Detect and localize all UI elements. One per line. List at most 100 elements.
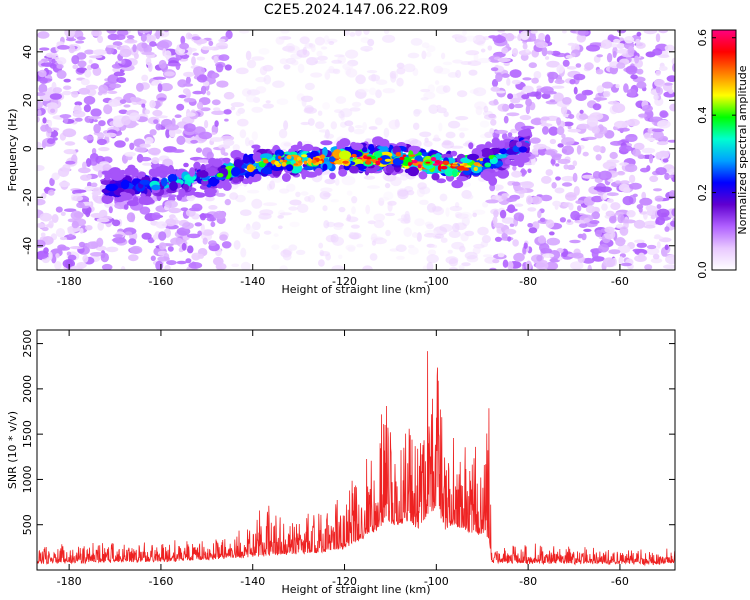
noise-blob [643,132,652,140]
noise-blob [159,83,173,92]
noise-blob [521,181,534,189]
ridge-blob [450,150,458,157]
noise-blob [579,109,584,114]
noise-blob [527,168,532,174]
noise-blob [618,183,630,192]
ridge-blob [247,176,253,185]
noise-blob [576,145,582,155]
noise-blob [584,62,594,71]
noise-blob [413,109,422,115]
ridge-blob [224,158,230,164]
noise-blob [583,217,591,223]
ridge-blob [243,156,250,164]
noise-blob [218,38,226,43]
noise-blob [152,234,157,241]
noise-blob [363,175,376,180]
noise-blob [407,52,420,59]
noise-blob [80,174,92,181]
noise-blob [280,30,290,34]
noise-blob [118,109,128,115]
noise-blob [277,215,285,219]
noise-blob [669,103,675,112]
spectrogram-y-tick-label: 20 [21,93,34,107]
noise-blob [324,178,336,185]
noise-blob [304,196,311,202]
noise-blob [656,241,661,249]
ridge-blob [170,168,177,176]
ridge-blob [232,176,240,184]
noise-blob [251,106,263,113]
noise-blob [613,38,621,44]
noise-blob [530,118,544,126]
noise-blob [533,71,542,79]
ridge-core [286,154,292,160]
noise-blob [130,97,142,103]
noise-blob [106,30,117,34]
spectrogram-x-tick-label: -60 [611,275,629,288]
ridge-blob [480,147,494,158]
noise-blob [483,105,489,113]
noise-blob [373,237,387,245]
noise-blob [554,79,565,85]
noise-blob [243,226,256,235]
noise-blob [348,125,355,133]
ridge-core [384,158,392,162]
noise-blob [98,147,110,152]
noise-blob [491,79,499,88]
noise-blob [656,141,669,146]
noise-blob [120,266,126,270]
noise-blob [84,49,95,55]
noise-blob [640,167,650,173]
noise-blob [635,38,641,45]
noise-blob [595,229,602,237]
noise-blob [208,240,217,247]
noise-blob [133,52,139,60]
noise-blob [540,123,553,127]
noise-blob [84,185,94,192]
noise-blob [473,87,487,97]
ridge-blob [320,140,333,146]
noise-blob [581,89,594,96]
noise-blob [283,120,289,131]
noise-blob [192,52,199,56]
noise-blob [664,44,675,52]
ridge-blob [504,158,512,165]
noise-blob [544,261,559,270]
noise-blob [211,99,221,106]
noise-blob [461,262,471,267]
noise-blob [646,244,657,250]
noise-blob [245,94,257,103]
noise-blob [47,138,55,145]
noise-blob [155,123,162,131]
noise-blob [182,88,191,95]
noise-blob [353,128,365,135]
noise-blob [501,73,510,78]
noise-blob [38,69,47,78]
noise-blob [504,228,517,235]
noise-blob [324,70,330,81]
noise-blob [76,67,88,73]
ridge-blob [240,164,247,169]
noise-blob [90,212,105,219]
noise-blob [591,211,600,220]
noise-blob [303,107,317,114]
noise-blob [658,54,670,58]
spectrogram-x-tick-label: -120 [332,275,357,288]
noise-blob [185,32,192,40]
noise-blob [89,55,103,59]
ridge-blob [311,146,320,151]
noise-blob [263,202,278,207]
noise-blob [610,140,624,146]
noise-blob [369,253,378,261]
noise-blob [636,31,642,37]
noise-blob [275,36,285,45]
noise-blob [57,45,70,50]
noise-blob [255,86,267,94]
ridge-blob [452,169,458,178]
ridge-blob [140,193,146,198]
noise-blob [608,215,617,224]
ridge-blob [368,144,375,152]
noise-blob [600,39,613,49]
noise-blob [506,198,517,202]
noise-blob [601,203,608,211]
